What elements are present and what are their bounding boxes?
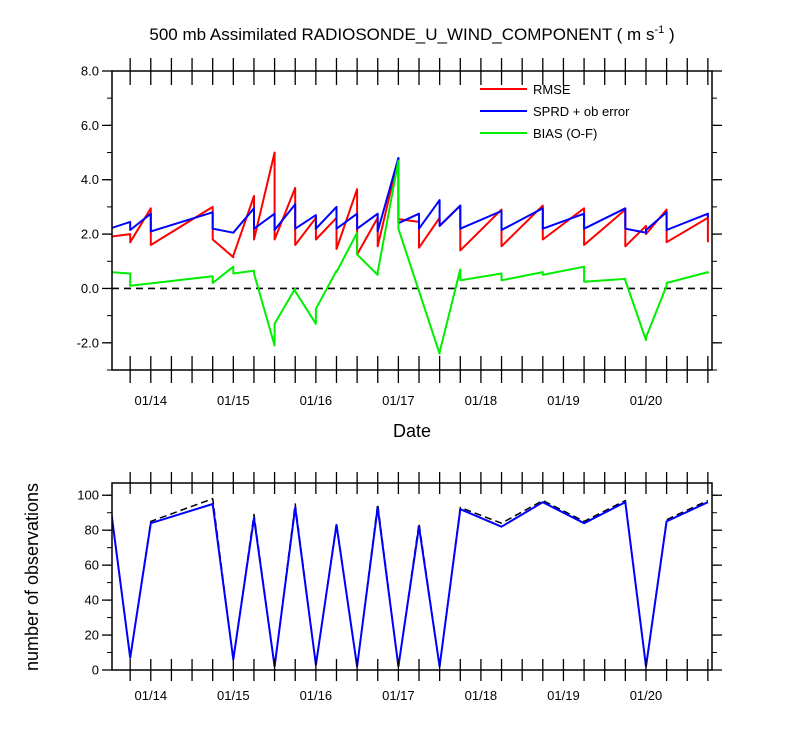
legend-label-sprd: SPRD + ob error <box>533 104 630 119</box>
top-series-rmse <box>112 151 709 259</box>
top-ytick-label: 2.0 <box>81 227 99 242</box>
top-series-bias-o-f- <box>112 159 709 355</box>
bottom-xtick-label: 01/15 <box>217 688 250 703</box>
legend-label-bias: BIAS (O-F) <box>533 126 597 141</box>
bottom-y-axis-title: number of observations <box>22 483 42 671</box>
top-x-axis-title: Date <box>393 421 431 441</box>
top-chart-title: 500 mb Assimilated RADIOSONDE_U_WIND_COM… <box>149 24 674 44</box>
top-plot-area: -2.0 0.0 2.0 4.0 6.0 8.0 01/14 01/15 01/16 01/17 0… <box>77 58 722 408</box>
top-xtick-label: 01/16 <box>300 393 333 408</box>
bottom-ytick-label: 60 <box>85 558 99 573</box>
bottom-ytick-label: 80 <box>85 523 99 538</box>
bottom-chart: 0 20 40 60 80 100 01/14 01/15 01/16 01/17 01/18 01/… <box>22 472 722 703</box>
top-chart: -2.0 0.0 2.0 4.0 6.0 8.0 01/14 01/15 01/16 01/17 0… <box>77 58 722 441</box>
top-series-sprd-ob-error <box>112 157 709 234</box>
bottom-ytick-label: 0 <box>92 663 99 678</box>
bottom-xtick-label: 01/17 <box>382 688 415 703</box>
top-legend: RMSE SPRD + ob error BIAS (O-F) <box>480 82 630 141</box>
top-xtick-label: 01/17 <box>382 393 415 408</box>
top-frame <box>111 70 713 371</box>
top-ytick-label: 6.0 <box>81 118 99 133</box>
bottom-series-observations-used <box>112 501 709 668</box>
top-xtick-label: 01/14 <box>135 393 168 408</box>
legend-label-rmse: RMSE <box>533 82 571 97</box>
bottom-series-observations-possible <box>112 497 709 668</box>
top-ytick-label: 8.0 <box>81 64 99 79</box>
top-series-group <box>112 151 709 355</box>
bottom-xtick-label: 01/20 <box>630 688 663 703</box>
bottom-ytick-label: 20 <box>85 628 99 643</box>
top-xtick-label: 01/20 <box>630 393 663 408</box>
bottom-ytick-label: 40 <box>85 593 99 608</box>
bottom-xtick-label: 01/19 <box>547 688 580 703</box>
bottom-plot-area: 0 20 40 60 80 100 01/14 01/15 01/16 01/17 01/18 01/… <box>77 472 722 703</box>
bottom-xtick-label: 01/14 <box>135 688 168 703</box>
bottom-ytick-label: 100 <box>77 488 99 503</box>
bottom-xtick-label: 01/16 <box>300 688 333 703</box>
bottom-series-group <box>112 497 709 668</box>
top-xtick-label: 01/15 <box>217 393 250 408</box>
top-ytick-label: 4.0 <box>81 172 99 187</box>
bottom-xtick-label: 01/18 <box>465 688 498 703</box>
bottom-frame <box>111 482 713 671</box>
top-xtick-label: 01/18 <box>465 393 498 408</box>
top-xtick-label: 01/19 <box>547 393 580 408</box>
top-ytick-label: 0.0 <box>81 281 99 296</box>
top-ytick-label: -2.0 <box>77 335 99 350</box>
